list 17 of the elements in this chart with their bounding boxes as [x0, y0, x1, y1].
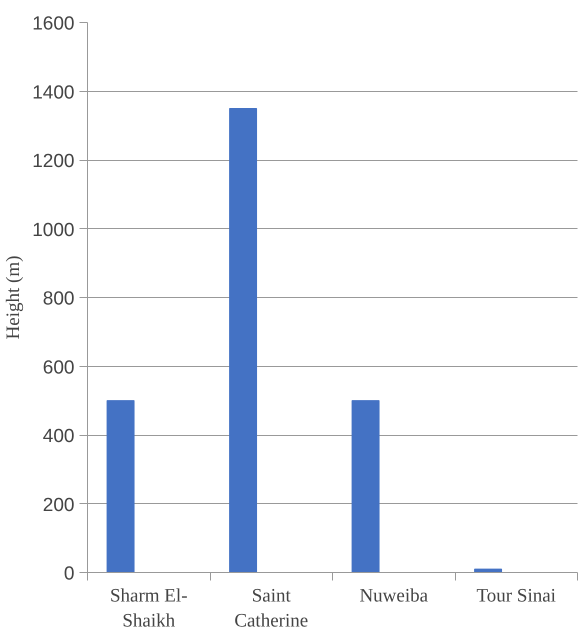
x-tick-label: Saint Catherine	[234, 586, 308, 632]
x-tick-label: Tour Sinai	[476, 586, 556, 606]
bar	[229, 108, 258, 572]
x-tick-label: Sharm El-Shaikh	[110, 586, 188, 632]
y-tick-label: 400	[42, 426, 74, 447]
bar	[106, 400, 135, 572]
y-tick-label: 1000	[32, 220, 75, 241]
y-tick-label: 1400	[32, 82, 75, 104]
y-axis-title: Height (m)	[3, 256, 24, 340]
y-tick-label: 800	[42, 288, 74, 310]
x-tick-label: Nuweiba	[359, 586, 429, 606]
y-tick-label: 1200	[32, 151, 75, 172]
y-tick-label: 600	[42, 357, 74, 378]
y-tick-label: 200	[42, 494, 74, 516]
y-tick-label: 0	[64, 564, 75, 584]
y-tick-label: 1600	[32, 14, 75, 34]
bar	[352, 400, 380, 572]
